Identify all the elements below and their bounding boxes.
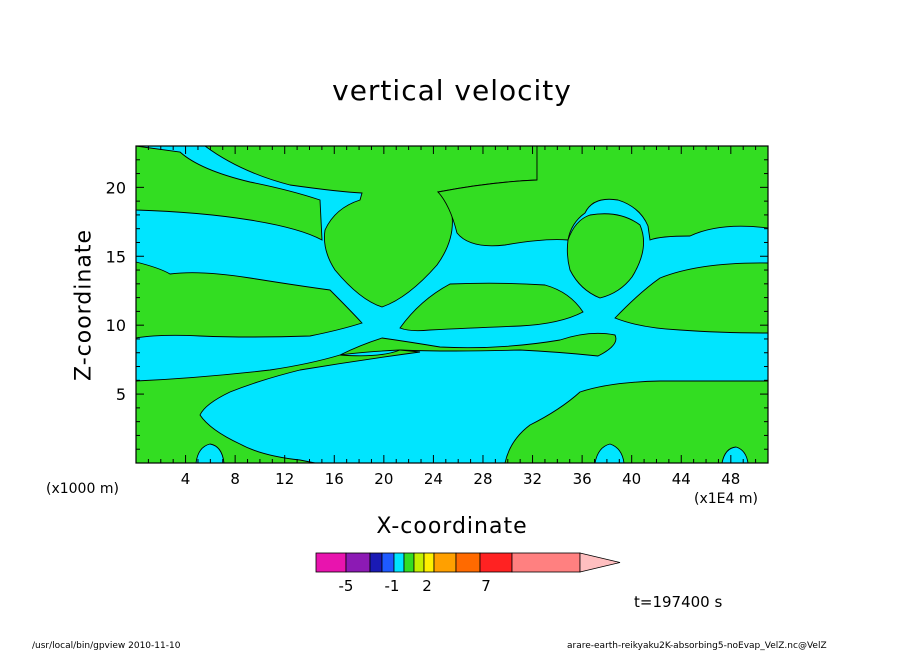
y-tick-label: 15 [106, 247, 126, 266]
footer-command: /usr/local/bin/gpview 2010-11-10 [32, 641, 181, 651]
positive-velocity-region-bottom-right [504, 380, 769, 464]
y-tick-label: 20 [106, 178, 126, 197]
time-label: t=197400 s [634, 593, 723, 611]
colorbar-segment [433, 552, 457, 573]
positive-velocity-region-center [399, 282, 584, 332]
colorbar-segment [479, 552, 513, 573]
colorbar-label: -1 [385, 577, 400, 595]
contour-field [135, 145, 769, 464]
footer-file: arare-earth-reikyaku2K-absorbing5-noEvap… [567, 641, 827, 651]
chart-title: vertical velocity [332, 74, 572, 107]
y-tick-label: 10 [106, 316, 126, 335]
colorbar-segment [345, 552, 371, 573]
colorbar-label: 7 [481, 577, 491, 595]
x-tick-label: 20 [374, 470, 393, 488]
negative-velocity-bubble-1 [195, 443, 225, 464]
x-axis-label: X-coordinate [376, 514, 528, 539]
colorbar-segment [369, 552, 383, 573]
colorbar-segment [315, 552, 347, 573]
x-tick-label: 40 [622, 470, 641, 488]
positive-velocity-region-top-right [437, 145, 769, 247]
positive-velocity-region-lower-middle [339, 332, 617, 357]
positive-velocity-region-ring [566, 213, 645, 299]
colorbar-label: 2 [422, 577, 432, 595]
x-tick-label: 16 [325, 470, 344, 488]
colorbar-segment [511, 552, 581, 573]
colorbar-segment [423, 552, 435, 573]
negative-velocity-bubble-3 [721, 446, 749, 464]
x-multiplier-label: (x1E4 m) [694, 491, 758, 507]
plot-frame [135, 145, 769, 464]
x-tick-label: 36 [573, 470, 592, 488]
y-axis-ticks: 5 10 15 20 [106, 145, 768, 464]
x-tick-label: 28 [473, 470, 492, 488]
x-tick-label: 44 [672, 470, 691, 488]
x-tick-label: 48 [721, 470, 740, 488]
colorbar-segment [455, 552, 481, 573]
x-tick-label: 32 [523, 470, 542, 488]
colorbar-segment [413, 552, 425, 573]
x-axis-ticks: 4 8 12 16 20 24 28 32 36 40 44 48 [135, 146, 769, 488]
y-axis-label: Z-coordinate [71, 229, 97, 381]
positive-velocity-region-mid-left [135, 261, 363, 339]
colorbar-segment [403, 552, 415, 573]
colorbar-segment [393, 552, 405, 573]
colorbar-label: -5 [339, 577, 354, 595]
x-unit-label: (x1000 m) [46, 481, 119, 497]
colorbar: -5 -1 2 7 [315, 552, 621, 595]
negative-velocity-bubble-2 [594, 443, 625, 464]
colorbar-segment [381, 552, 395, 573]
x-tick-label: 4 [181, 470, 191, 488]
y-tick-label: 5 [116, 385, 126, 404]
positive-velocity-region-upper-left [135, 145, 323, 241]
x-tick-label: 24 [424, 470, 443, 488]
x-tick-label: 12 [275, 470, 294, 488]
positive-velocity-region-bottom-left [135, 349, 421, 464]
x-tick-label: 8 [230, 470, 240, 488]
colorbar-arrow [579, 552, 621, 573]
